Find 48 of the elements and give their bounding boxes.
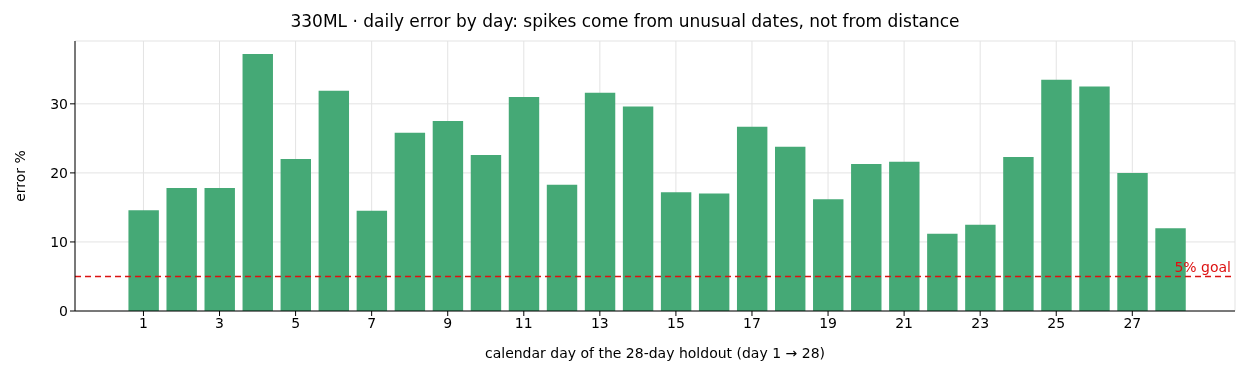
x-tick-label: 15 xyxy=(667,314,685,331)
x-tick-label: 17 xyxy=(743,314,761,331)
x-tick-label: 9 xyxy=(443,314,453,331)
bar xyxy=(470,154,502,311)
bar xyxy=(736,126,768,311)
bar xyxy=(242,54,273,311)
bar xyxy=(965,224,996,311)
bar xyxy=(508,96,540,311)
bar xyxy=(622,106,654,311)
x-tick-label: 13 xyxy=(590,314,609,331)
x-tick-label: 7 xyxy=(367,314,377,331)
bar xyxy=(356,210,388,311)
x-axis-title: calendar day of the 28-day holdout (day 1 → 28) xyxy=(484,345,826,361)
bar xyxy=(204,188,235,311)
bar xyxy=(775,146,806,311)
x-tick-label: 11 xyxy=(514,314,533,331)
bar xyxy=(166,188,197,311)
bar xyxy=(128,210,159,311)
x-tick-label: 3 xyxy=(215,314,224,331)
bar xyxy=(394,132,426,311)
y-axis-title: error % xyxy=(11,150,28,202)
y-tick-label: 10 xyxy=(50,233,68,250)
bar xyxy=(851,163,882,311)
bar xyxy=(1003,157,1034,311)
bar xyxy=(1117,172,1148,311)
bar xyxy=(432,121,464,311)
bar xyxy=(584,92,616,311)
x-tick-label: 27 xyxy=(1123,314,1142,331)
bar xyxy=(813,199,844,311)
bar xyxy=(698,193,730,311)
x-tick-label: 5 xyxy=(291,314,301,331)
x-tick-label: 19 xyxy=(819,314,837,331)
chart-title: 330ML · daily error by day: spikes come from unusual dates, not from distance xyxy=(289,10,961,33)
x-tick-label: 1 xyxy=(139,314,148,331)
bar xyxy=(318,90,350,311)
bar xyxy=(1079,86,1110,311)
y-tick-label: 0 xyxy=(59,302,68,319)
bar xyxy=(927,233,958,311)
bar xyxy=(546,184,578,311)
bar xyxy=(889,161,920,311)
x-tick-label: 21 xyxy=(895,314,914,331)
bar xyxy=(1041,79,1072,311)
bar xyxy=(280,159,311,311)
y-tick-label: 30 xyxy=(50,95,68,112)
x-tick-label: 25 xyxy=(1047,314,1066,331)
bar xyxy=(660,192,692,311)
y-tick-label: 20 xyxy=(50,164,68,181)
x-tick-label: 23 xyxy=(971,314,990,331)
